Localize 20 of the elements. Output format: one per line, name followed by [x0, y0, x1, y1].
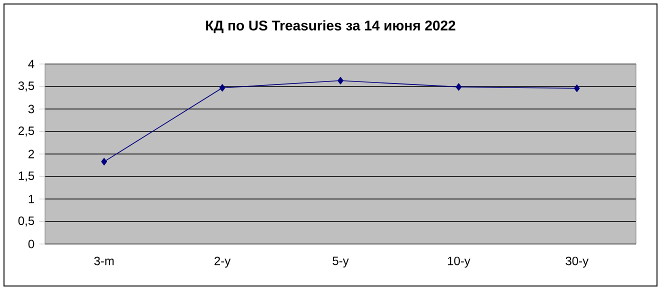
y-tick-label: 3 [28, 104, 34, 114]
y-tick-label: 2,5 [18, 126, 34, 136]
y-tick-label: 1,5 [18, 172, 34, 182]
point [456, 83, 462, 91]
point [574, 84, 580, 92]
chart-title: КД по US Treasuries за 14 июня 2022 [206, 20, 456, 34]
y-tick-label: 0,5 [18, 216, 34, 226]
y-tick-label: 0 [28, 240, 34, 248]
x-tick-label: 3-m [94, 256, 114, 266]
x-tick-label: 5-y [332, 256, 349, 268]
point [219, 84, 226, 92]
y-tick-label: 4 [28, 60, 34, 68]
x-tick-label: 30-y [566, 256, 589, 268]
y-tick-label: 3,5 [18, 82, 34, 92]
y-tick-label: 2 [28, 150, 34, 158]
x-tick-label: 2-y [214, 256, 231, 268]
point [338, 76, 344, 84]
y-tick-label: 1 [28, 194, 34, 204]
x-tick-label: 10-y [448, 256, 470, 268]
point [101, 158, 108, 166]
